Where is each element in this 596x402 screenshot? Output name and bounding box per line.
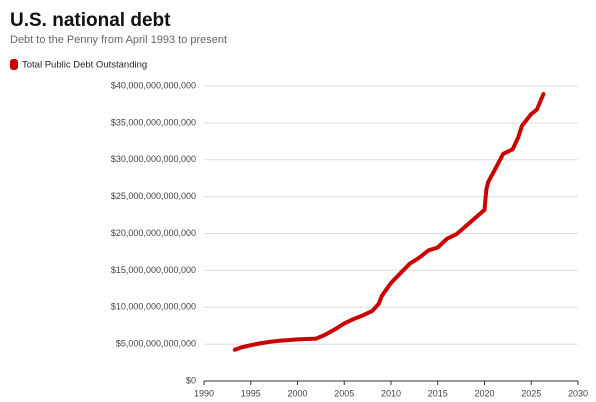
y-tick-label: $35,000,000,000,000	[111, 117, 196, 127]
x-tick-label: 1995	[241, 388, 261, 398]
x-tick-label: 2005	[334, 388, 354, 398]
x-tick-label: 2025	[521, 388, 541, 398]
x-tick-label: 2020	[474, 388, 494, 398]
legend-swatch	[10, 59, 18, 70]
x-tick-label: 2000	[287, 388, 307, 398]
chart-subtitle: Debt to the Penny from April 1993 to pre…	[10, 34, 227, 46]
legend-label: Total Public Debt Outstanding	[22, 60, 147, 71]
y-tick-label: $20,000,000,000,000	[111, 228, 196, 238]
y-tick-label: $15,000,000,000,000	[111, 265, 196, 275]
y-tick-label: $40,000,000,000,000	[111, 80, 196, 90]
y-tick-label: $0	[186, 375, 196, 385]
y-tick-label: $5,000,000,000,000	[116, 339, 196, 349]
y-tick-label: $30,000,000,000,000	[111, 154, 196, 164]
x-tick-label: 2015	[428, 388, 448, 398]
x-tick-label: 1990	[194, 388, 214, 398]
x-tick-label: 2030	[568, 388, 588, 398]
data-line	[232, 92, 546, 352]
y-tick-label: $25,000,000,000,000	[111, 191, 196, 201]
y-tick-label: $10,000,000,000,000	[111, 302, 196, 312]
x-tick-label: 2010	[381, 388, 401, 398]
chart-title: U.S. national debt	[10, 10, 171, 31]
